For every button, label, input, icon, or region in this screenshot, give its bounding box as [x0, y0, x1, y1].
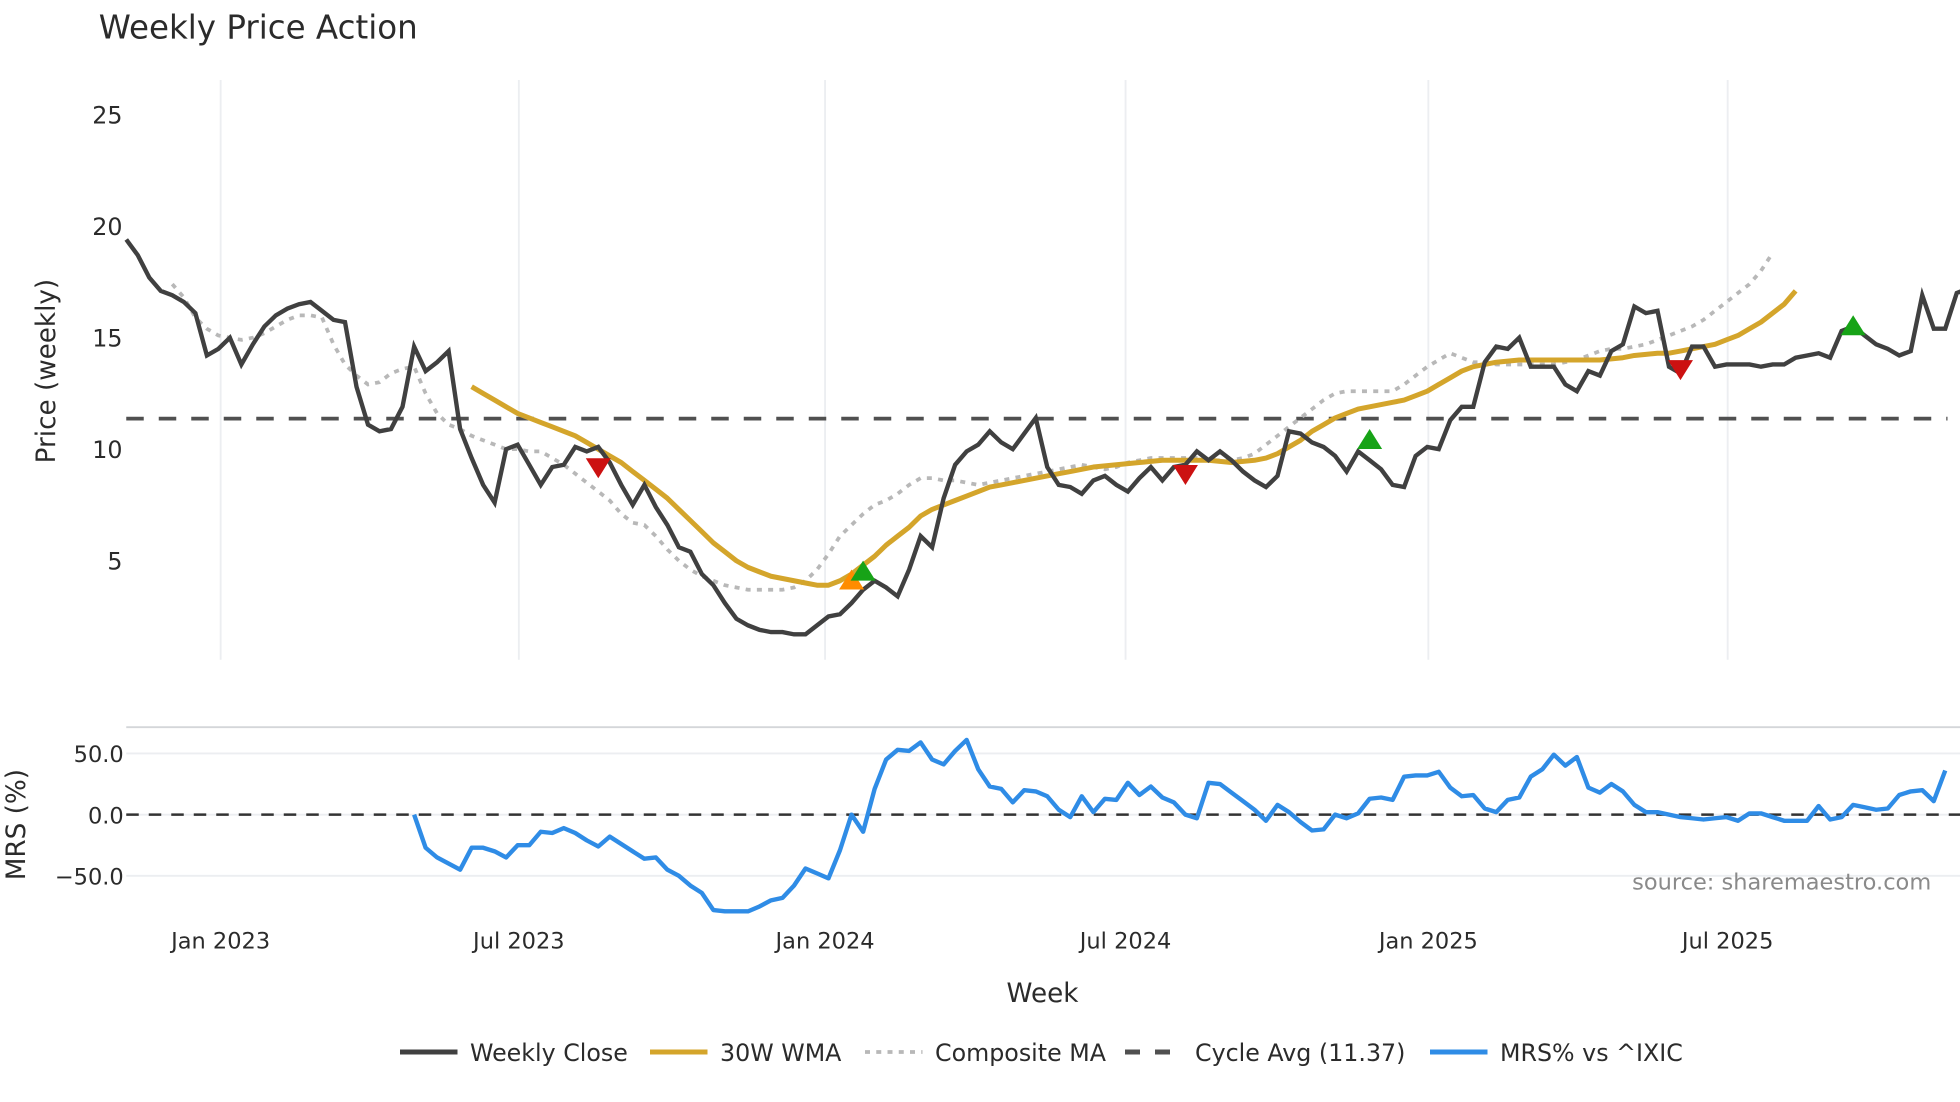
legend-item[interactable]: Cycle Avg (11.37) [1125, 1039, 1405, 1067]
mrs-tick-label: 0.0 [88, 803, 124, 829]
legend-item[interactable]: 30W WMA [650, 1039, 842, 1067]
x-tick-label: Jul 2024 [1078, 928, 1172, 954]
mrs-grid [126, 752, 1960, 877]
x-tick-label: Jan 2023 [169, 928, 270, 954]
legend-item[interactable]: Composite MA [865, 1039, 1107, 1067]
y-tick-label: 20 [92, 213, 122, 241]
y-tick-label: 15 [92, 324, 122, 352]
x-axis: Jan 2023 Jul 2023 Jan 2024 Jul 2024 Jan 2025… [169, 928, 1773, 954]
y-tick-label: 10 [92, 436, 122, 464]
legend-label: Cycle Avg (11.37) [1195, 1039, 1405, 1067]
legend-label: Composite MA [935, 1039, 1107, 1067]
x-tick-label: Jan 2024 [774, 928, 875, 954]
legend-item[interactable]: MRS% vs ^IXIC [1430, 1039, 1683, 1067]
mrs-y-axis: −50.0 0.0 50.0 [55, 742, 124, 890]
price-y-axis: 5 10 15 20 25 [92, 101, 122, 575]
sell-marker-icon [1667, 360, 1693, 381]
legend-label: MRS% vs ^IXIC [1500, 1039, 1683, 1067]
y-tick-label: 5 [107, 547, 122, 575]
wma-30w-line [470, 289, 1798, 588]
mrs-y-axis-label: MRS (%) [2, 769, 32, 880]
x-axis-label: Week [1007, 979, 1080, 1009]
price-grid [219, 79, 1729, 660]
legend-item[interactable]: Weekly Close [400, 1039, 628, 1067]
buy-marker-icon [850, 560, 876, 581]
legend-label: 30W WMA [720, 1039, 842, 1067]
mrs-tick-label: 50.0 [74, 742, 124, 768]
composite-ma-line [170, 251, 1775, 592]
x-tick-label: Jan 2025 [1377, 928, 1478, 954]
y-tick-label: 25 [92, 101, 122, 129]
legend: Weekly Close 30W WMA Composite MA Cycle Avg… [400, 1039, 1683, 1067]
sell-marker-icon [1172, 464, 1198, 485]
signal-markers [585, 315, 1866, 590]
x-tick-label: Jul 2023 [471, 928, 565, 954]
mrs-tick-label: −50.0 [55, 865, 124, 891]
buy-marker-icon [1357, 429, 1383, 449]
chart-title: Weekly Price Action [99, 9, 418, 47]
weekly-close-line [124, 238, 1960, 637]
legend-label: Weekly Close [470, 1039, 628, 1067]
buy-marker-icon [1840, 315, 1866, 336]
x-tick-label: Jul 2025 [1680, 928, 1774, 954]
mrs-line [412, 737, 1948, 914]
sell-marker-icon [585, 458, 611, 479]
price-y-axis-label: Price (weekly) [32, 279, 62, 464]
source-note: source: sharemaestro.com [1632, 870, 1931, 896]
